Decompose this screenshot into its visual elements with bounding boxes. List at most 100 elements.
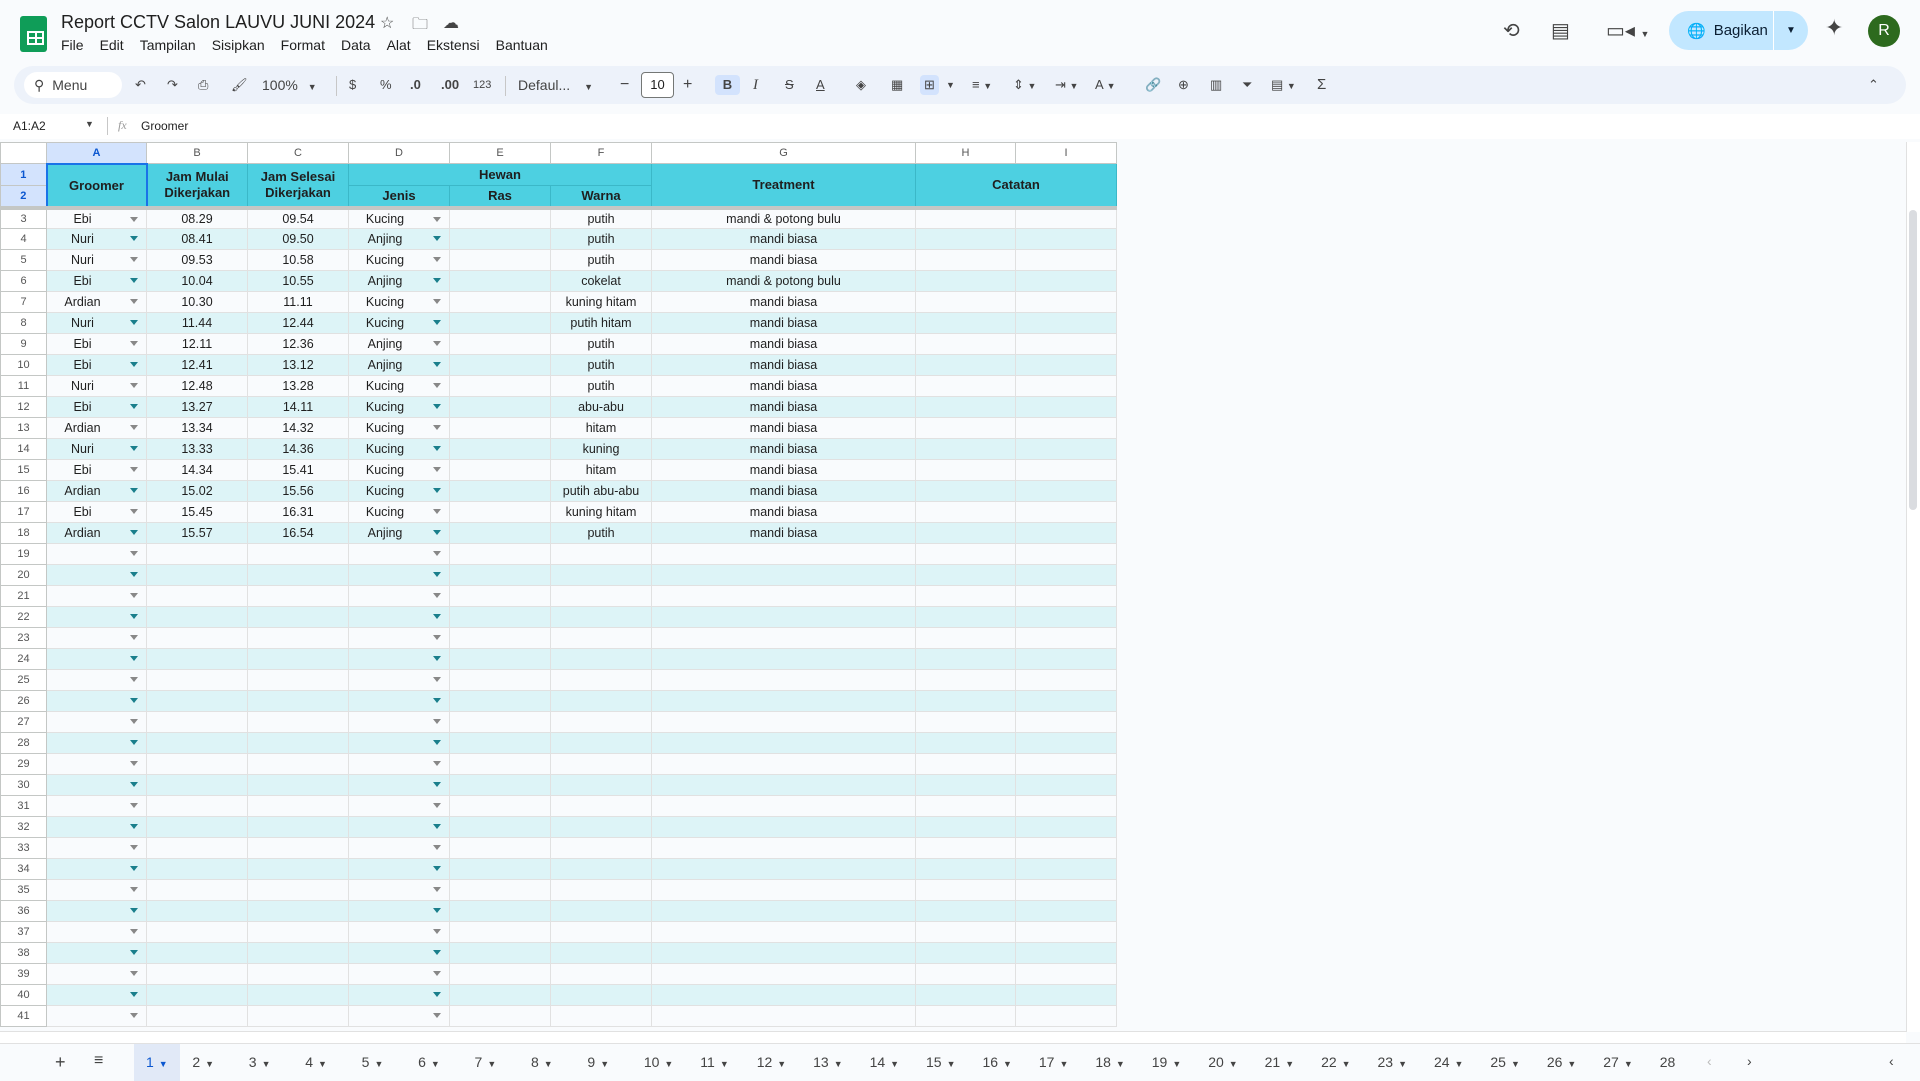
cell-e24[interactable] [449,648,551,670]
cell-c39[interactable] [247,963,349,985]
row-header[interactable]: 39 [0,963,47,985]
dropdown-chip-icon[interactable] [433,929,441,934]
cell-a33[interactable] [46,837,147,859]
cell-b3[interactable]: 08.29 [146,207,248,229]
dropdown-chip-icon[interactable] [130,257,138,262]
row-header[interactable]: 33 [0,837,47,859]
cell-f41[interactable] [550,1005,652,1027]
cell-d34[interactable] [348,858,450,880]
cell-d40[interactable] [348,984,450,1006]
cell-i7[interactable] [1015,291,1117,313]
cell-c11[interactable]: 13.28 [247,375,349,397]
cell-b28[interactable] [146,732,248,754]
cell-i36[interactable] [1015,900,1117,922]
dropdown-chip-icon[interactable] [130,299,138,304]
dropdown-chip-icon[interactable] [130,719,138,724]
menu-tools[interactable]: Alat [386,37,411,53]
cell-f9[interactable]: putih [550,333,652,355]
menu-format[interactable]: Format [280,37,325,53]
cell-f12[interactable]: abu-abu [550,396,652,418]
cell-b19[interactable] [146,543,248,565]
menu-data[interactable]: Data [340,37,371,53]
row-header[interactable]: 22 [0,606,47,628]
row-header[interactable]: 25 [0,669,47,691]
dropdown-chip-icon[interactable] [433,278,441,283]
cell-f36[interactable] [550,900,652,922]
cell-e22[interactable] [449,606,551,628]
dropdown-chip-icon[interactable] [130,929,138,934]
cell-d4[interactable]: Anjing [348,228,450,250]
header-hewan[interactable]: Hewan [348,163,652,186]
borders-icon[interactable]: ▦ [891,77,904,92]
cell-i20[interactable] [1015,564,1117,586]
dropdown-chip-icon[interactable] [130,782,138,787]
sheet-tab-6[interactable]: 6 ▼ [406,1044,462,1081]
cell-f34[interactable] [550,858,652,880]
cell-b4[interactable]: 08.41 [146,228,248,250]
font-select[interactable]: Defaul... ▼ [518,77,594,93]
cell-h31[interactable] [915,795,1016,817]
cell-i6[interactable] [1015,270,1117,292]
document-title[interactable]: Report CCTV Salon LAUVU JUNI 2024 [61,12,376,32]
cell-h3[interactable] [915,207,1016,229]
cell-c23[interactable] [247,627,349,649]
cell-b20[interactable] [146,564,248,586]
dropdown-chip-icon[interactable] [433,866,441,871]
cell-g38[interactable] [651,942,916,964]
menu-edit[interactable]: Edit [99,37,124,53]
cell-g37[interactable] [651,921,916,943]
dropdown-chip-icon[interactable] [433,551,441,556]
sheet-tab-17[interactable]: 17 ▼ [1027,1044,1083,1081]
sheet-tab-4[interactable]: 4 ▼ [293,1044,349,1081]
row-header[interactable]: 15 [0,459,47,481]
cell-h9[interactable] [915,333,1016,355]
cell-a9[interactable]: Ebi [46,333,147,355]
row-header[interactable]: 11 [0,375,47,397]
row-header[interactable]: 27 [0,711,47,733]
cell-b18[interactable]: 15.57 [146,522,248,544]
sheet-tab-5[interactable]: 5 ▼ [350,1044,406,1081]
dropdown-chip-icon[interactable] [130,383,138,388]
dropdown-chip-icon[interactable] [130,572,138,577]
cell-d27[interactable] [348,711,450,733]
cell-d16[interactable]: Kucing [348,480,450,502]
row-header[interactable]: 16 [0,480,47,502]
cell-e17[interactable] [449,501,551,523]
filter-icon[interactable]: ⏷ [1242,77,1253,92]
cell-f16[interactable]: putih abu-abu [550,480,652,502]
dropdown-chip-icon[interactable] [433,467,441,472]
add-sheet-icon[interactable]: + [55,1052,66,1072]
cell-g20[interactable] [651,564,916,586]
dropdown-chip-icon[interactable] [130,425,138,430]
cell-c38[interactable] [247,942,349,964]
column-header-i[interactable]: I [1015,142,1117,164]
dropdown-chip-icon[interactable] [433,572,441,577]
row-header[interactable]: 35 [0,879,47,901]
row-header[interactable]: 10 [0,354,47,376]
cell-c3[interactable]: 09.54 [247,207,349,229]
row-header[interactable]: 29 [0,753,47,775]
cell-e13[interactable] [449,417,551,439]
avatar[interactable]: R [1868,15,1900,47]
cell-e15[interactable] [449,459,551,481]
sheet-menu-icon[interactable]: ▼ [1285,1059,1295,1069]
cell-d10[interactable]: Anjing [348,354,450,376]
cell-e19[interactable] [449,543,551,565]
cell-b9[interactable]: 12.11 [146,333,248,355]
sheet-menu-icon[interactable]: ▼ [664,1059,674,1069]
cell-f18[interactable]: putih [550,522,652,544]
cell-g23[interactable] [651,627,916,649]
sheet-menu-icon[interactable]: ▼ [1567,1059,1577,1069]
row-header[interactable]: 3 [0,207,47,229]
cell-a28[interactable] [46,732,147,754]
dropdown-chip-icon[interactable] [433,803,441,808]
cell-d28[interactable] [348,732,450,754]
cell-e41[interactable] [449,1005,551,1027]
cell-a17[interactable]: Ebi [46,501,147,523]
row-header[interactable]: 40 [0,984,47,1006]
cell-c30[interactable] [247,774,349,796]
cell-i39[interactable] [1015,963,1117,985]
sheet-tab-26[interactable]: 26 ▼ [1535,1044,1591,1081]
cell-c20[interactable] [247,564,349,586]
cell-i3[interactable] [1015,207,1117,229]
